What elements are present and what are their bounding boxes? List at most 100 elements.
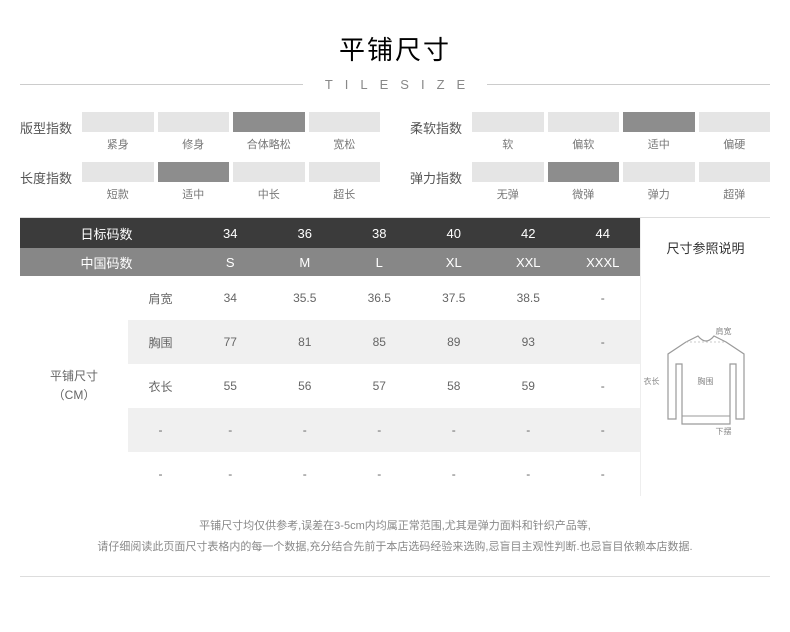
footer-divider	[20, 576, 770, 577]
header-label: 中国码数	[20, 253, 193, 272]
table-cell: 37.5	[417, 291, 492, 305]
table-cell: 59	[491, 379, 566, 393]
index-bar	[699, 162, 771, 182]
index-option-text: 弹力	[623, 186, 695, 202]
index-bar	[233, 162, 305, 182]
label-chest: 胸围	[698, 376, 714, 387]
label-length: 衣长	[644, 376, 660, 387]
index-bar	[472, 162, 544, 182]
table-cell: 89	[417, 335, 492, 349]
index-option-text: 软	[472, 136, 544, 152]
header-cell: 42	[491, 226, 566, 241]
table-header-cn: 中国码数SMLXLXXLXXXL	[20, 248, 640, 276]
table-cell: -	[342, 467, 417, 481]
index-option-text: 偏软	[548, 136, 620, 152]
table-cell: -	[268, 467, 343, 481]
reference-panel: 尺寸参照说明 肩宽 胸围 衣长 下摆	[640, 218, 770, 496]
table-rows: 肩宽3435.536.537.538.5-胸围7781858993-衣长5556…	[128, 276, 640, 496]
index-bar	[548, 162, 620, 182]
table-cell: 58	[417, 379, 492, 393]
index-grid: 版型指数紧身修身合体略松宽松柔软指数软偏软适中偏硬长度指数短款适中中长超长弹力指…	[20, 112, 770, 202]
index-bar	[699, 112, 771, 132]
reference-title: 尺寸参照说明	[641, 218, 770, 276]
header-cell: XXXL	[566, 255, 641, 270]
title-block: 平铺尺寸 TILESIZE	[20, 30, 770, 92]
table-cell: 81	[268, 335, 343, 349]
index-bar	[82, 162, 154, 182]
index-bar	[623, 162, 695, 182]
index-label: 弹力指数	[410, 162, 472, 187]
index-option-text: 宽松	[309, 136, 381, 152]
table-cell: -	[566, 379, 641, 393]
table-cell: -	[566, 467, 641, 481]
index-row: 柔软指数软偏软适中偏硬	[410, 112, 770, 152]
table-cell: 56	[268, 379, 343, 393]
index-cell: 偏硬	[699, 112, 771, 152]
index-bar	[309, 162, 381, 182]
label-hem: 下摆	[716, 426, 732, 437]
table-cell: -	[268, 423, 343, 437]
table-cell: -	[566, 291, 641, 305]
row-label: 肩宽	[128, 290, 193, 307]
table-cell: -	[417, 423, 492, 437]
index-option-text: 适中	[158, 186, 230, 202]
index-cell: 偏软	[548, 112, 620, 152]
index-option-text: 无弹	[472, 186, 544, 202]
footer-note: 平铺尺寸均仅供参考,误差在3-5cm内均属正常范围,尤其是弹力面料和针织产品等,…	[20, 516, 770, 558]
row-label: 胸围	[128, 334, 193, 351]
header-cell: S	[193, 255, 268, 270]
header-label: 日标码数	[20, 224, 193, 243]
divider-right	[487, 84, 770, 85]
table-cell: -	[417, 467, 492, 481]
left-label-2: （CM）	[53, 386, 96, 405]
index-label: 柔软指数	[410, 112, 472, 137]
subtitle-row: TILESIZE	[20, 77, 770, 92]
header-cell: M	[268, 255, 343, 270]
index-cell: 合体略松	[233, 112, 305, 152]
footer-line2: 请仔细阅读此页面尺寸表格内的每一个数据,充分结合先前于本店选码经验来选购,忌盲目…	[30, 537, 760, 558]
index-cell: 修身	[158, 112, 230, 152]
header-cell: XXL	[491, 255, 566, 270]
header-cell: L	[342, 255, 417, 270]
header-cell: XL	[417, 255, 492, 270]
table-cell: -	[566, 335, 641, 349]
index-option-text: 修身	[158, 136, 230, 152]
table-cell: 35.5	[268, 291, 343, 305]
table-cell: 93	[491, 335, 566, 349]
index-option-text: 超长	[309, 186, 381, 202]
reference-image: 肩宽 胸围 衣长 下摆	[641, 276, 770, 496]
index-bar	[233, 112, 305, 132]
index-cell: 紧身	[82, 112, 154, 152]
index-label: 长度指数	[20, 162, 82, 187]
table-left-label: 平铺尺寸 （CM）	[20, 276, 128, 496]
header-cell: 36	[268, 226, 343, 241]
index-cell: 无弹	[472, 162, 544, 202]
index-cell: 超弹	[699, 162, 771, 202]
index-bar	[82, 112, 154, 132]
index-cells: 无弹微弹弹力超弹	[472, 162, 770, 202]
index-option-text: 微弹	[548, 186, 620, 202]
index-label: 版型指数	[20, 112, 82, 137]
index-cell: 弹力	[623, 162, 695, 202]
index-option-text: 合体略松	[233, 136, 305, 152]
table-cell: -	[193, 467, 268, 481]
index-cell: 超长	[309, 162, 381, 202]
index-cells: 软偏软适中偏硬	[472, 112, 770, 152]
index-cell: 中长	[233, 162, 305, 202]
index-bar	[158, 112, 230, 132]
index-cell: 宽松	[309, 112, 381, 152]
index-bar	[472, 112, 544, 132]
index-row: 弹力指数无弹微弹弹力超弹	[410, 162, 770, 202]
index-cell: 适中	[158, 162, 230, 202]
table-cell: -	[491, 423, 566, 437]
index-option-text: 偏硬	[699, 136, 771, 152]
subtitle-text: TILESIZE	[303, 77, 487, 92]
index-row: 长度指数短款适中中长超长	[20, 162, 380, 202]
table-header-jp: 日标码数343638404244	[20, 218, 640, 248]
table-body: 平铺尺寸 （CM） 肩宽3435.536.537.538.5-胸围7781858…	[20, 276, 640, 496]
table-row: -------	[128, 408, 640, 452]
index-option-text: 超弹	[699, 186, 771, 202]
left-label-1: 平铺尺寸	[50, 367, 98, 386]
table-cell: 36.5	[342, 291, 417, 305]
size-area: 日标码数343638404244 中国码数SMLXLXXLXXXL 平铺尺寸 （…	[20, 217, 770, 496]
